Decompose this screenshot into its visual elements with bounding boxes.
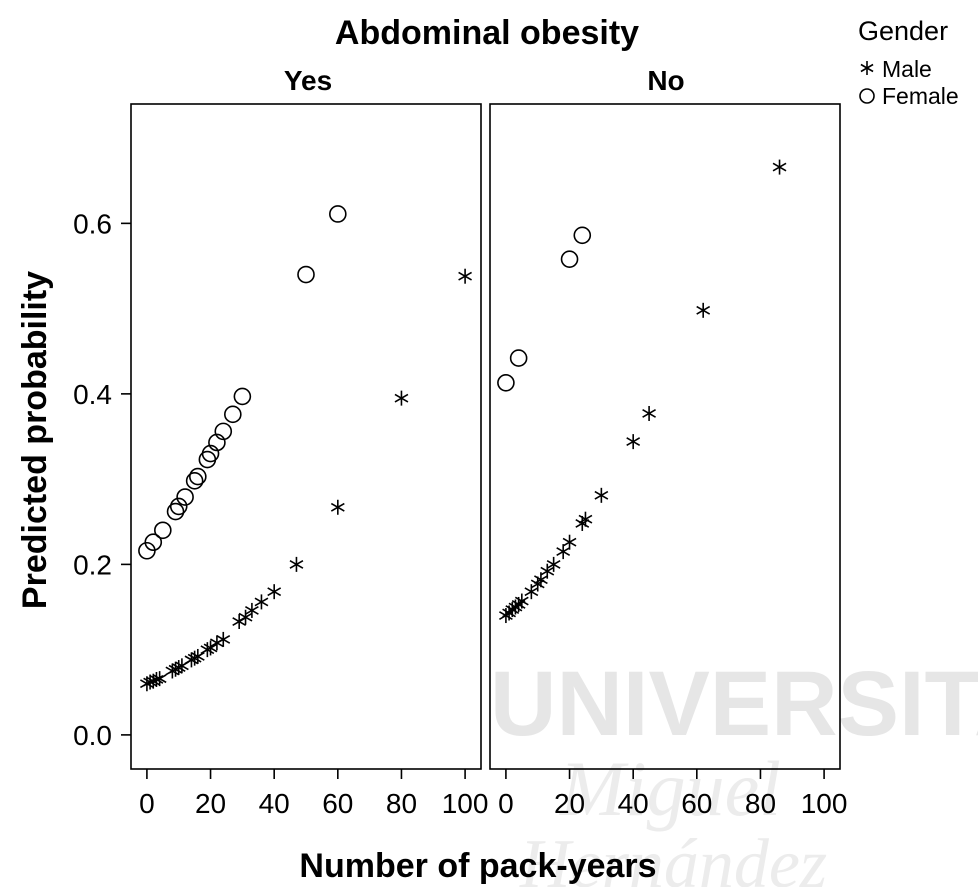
- point-no-female-0: [497, 373, 515, 392]
- point-yes-female-15: [329, 205, 347, 223]
- panel-no: No 0 20 40 60 80 100: [489, 65, 847, 819]
- legend-male-star-marker: [860, 61, 874, 75]
- point-no-female-3: [573, 226, 592, 245]
- point-no-male-13: [575, 515, 590, 531]
- point-yes-female-13: [233, 387, 252, 406]
- point-no-male-16: [626, 434, 641, 450]
- point-yes-female-1: [144, 533, 163, 552]
- x-tick-label-yes-40: 40: [259, 788, 290, 819]
- point-yes-female-6: [185, 472, 204, 490]
- point-no-female-2: [560, 250, 579, 268]
- point-yes-female-3: [166, 502, 185, 521]
- x-axis-no: 0 20 40 60 80 100: [498, 769, 847, 819]
- point-yes-male-19: [254, 594, 269, 610]
- watermark-line-1: UNIVERSITAS: [490, 653, 978, 755]
- point-yes-female-9: [201, 444, 220, 463]
- point-yes-male-17: [238, 609, 253, 625]
- x-tick-label-yes-60: 60: [322, 788, 353, 819]
- y-axis-title: Predicted probability: [16, 271, 54, 609]
- panel-label-no: No: [647, 65, 684, 96]
- legend-label-female: Female: [882, 83, 959, 109]
- point-yes-female-10: [208, 433, 226, 452]
- legend-star-glyph: [860, 61, 874, 75]
- point-no-male-18: [696, 302, 711, 318]
- legend-label-male: Male: [882, 56, 932, 82]
- x-axis-yes: 0 20 40 60 80 100: [139, 769, 488, 819]
- x-tick-label-no-20: 20: [554, 788, 585, 819]
- panel-label-yes: Yes: [284, 65, 332, 96]
- point-no-male-6: [524, 584, 539, 600]
- legend-female-circle-marker: [859, 88, 875, 104]
- panel-frame-yes: [130, 103, 482, 770]
- y-tick-label-0.6: 0.6: [73, 208, 112, 239]
- point-no-male-14: [578, 511, 593, 527]
- x-tick-label-yes-0: 0: [139, 788, 155, 819]
- panel-frame-no: [489, 103, 841, 770]
- point-yes-female-5: [176, 488, 194, 506]
- point-yes-male-1: [143, 674, 157, 690]
- point-no-male-10: [546, 556, 561, 572]
- point-yes-male-21: [289, 556, 304, 572]
- point-no-male-19: [772, 159, 787, 175]
- point-yes-male-4: [152, 671, 167, 687]
- y-axis: 0.0 0.2 0.4 0.6: [73, 208, 131, 751]
- point-no-male-9: [540, 563, 555, 579]
- chart-title: Abdominal obesity: [335, 14, 639, 52]
- legend-title: Gender: [858, 16, 948, 46]
- x-tick-label-no-0: 0: [498, 788, 514, 819]
- point-no-female-1: [509, 349, 528, 367]
- point-yes-female-11: [214, 422, 233, 441]
- x-tick-label-no-100: 100: [801, 788, 848, 819]
- point-yes-female-14: [297, 265, 315, 284]
- x-axis-title: Number of pack-years: [299, 847, 656, 885]
- point-yes-female-4: [169, 497, 188, 516]
- point-no-male-17: [642, 405, 656, 421]
- x-tick-label-no-60: 60: [681, 788, 712, 819]
- y-tick-label-0.4: 0.4: [73, 379, 112, 410]
- point-yes-male-18: [245, 602, 259, 618]
- panel-marks-yes: [138, 205, 472, 692]
- point-yes-female-2: [154, 521, 172, 540]
- point-yes-female-12: [224, 405, 242, 424]
- watermark-line-2: Miguel: [559, 745, 781, 832]
- x-tick-label-no-40: 40: [618, 788, 649, 819]
- panel-marks-no: [497, 159, 787, 624]
- point-yes-male-24: [458, 268, 472, 284]
- point-no-male-5: [514, 593, 529, 609]
- point-yes-female-7: [189, 467, 207, 486]
- panel-yes: Yes 0 20 40 60 80 100: [130, 65, 488, 819]
- x-tick-label-yes-80: 80: [386, 788, 417, 819]
- point-no-male-12: [562, 534, 577, 550]
- watermark: UNIVERSITAS Miguel Hernández: [490, 653, 978, 887]
- y-tick-label-0: 0.0: [73, 720, 112, 751]
- legend: Gender Male Female: [858, 16, 959, 109]
- point-yes-male-23: [394, 390, 409, 406]
- watermark-line-3: Hernández: [519, 826, 827, 887]
- point-no-male-15: [594, 487, 609, 503]
- point-yes-male-22: [330, 499, 345, 515]
- point-yes-male-11: [190, 648, 205, 664]
- y-tick-label-0.2: 0.2: [73, 549, 112, 580]
- x-tick-label-yes-100: 100: [442, 788, 489, 819]
- x-tick-label-yes-20: 20: [195, 788, 226, 819]
- point-no-male-7: [530, 576, 545, 592]
- x-tick-label-no-80: 80: [745, 788, 776, 819]
- point-yes-male-20: [267, 584, 282, 600]
- point-yes-male-3: [149, 671, 164, 687]
- point-yes-male-15: [216, 631, 231, 647]
- point-no-male-11: [556, 544, 571, 560]
- point-yes-male-13: [203, 640, 218, 656]
